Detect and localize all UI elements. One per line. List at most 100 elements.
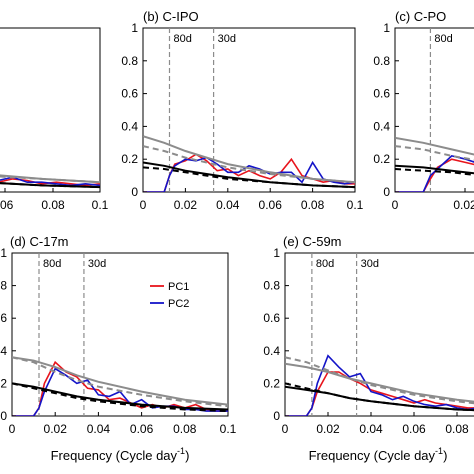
y-tick-label: 0.4: [121, 119, 138, 133]
panel-4: 80d 30d 0 0.2 0.4 0.6 0.8 1 0 0.02 0.04 0.06 0.08 0.1…: [0, 234, 237, 463]
y-tick-label: 0.8: [121, 54, 138, 68]
y-tick-label: 1: [0, 246, 7, 260]
series-red_noise_conf-solid: [12, 356, 228, 406]
x-axis-label-superscript: -1: [435, 446, 443, 456]
x-axis-label: Frequency (Cycle day-1): [51, 446, 190, 463]
y-tick-label: 0: [131, 185, 138, 199]
plot-area: [143, 28, 355, 192]
series-red_noise_conf-solid: [285, 362, 474, 403]
y-tick-label: 0: [0, 409, 7, 423]
reference-label: 30d: [88, 258, 106, 270]
x-tick-label: 0.06: [402, 422, 426, 436]
axes-frame: [11, 252, 229, 417]
x-axis-label: Frequency (Cycle day-1): [309, 446, 448, 463]
y-tick-label: 0.6: [121, 87, 138, 101]
y-tick-label: 0.8: [373, 54, 390, 68]
series-red_noise_mean-solid: [395, 164, 474, 175]
x-tick-label: 0.1: [92, 198, 109, 212]
y-tick-label: 0.4: [373, 119, 390, 133]
x-tick-label: 0.08: [301, 198, 325, 212]
y-tick-label: 1: [131, 21, 138, 35]
series-pc2: [0, 176, 100, 187]
series-red_noise_conf-dashed: [285, 356, 474, 405]
series-red_noise_mean-dashed: [285, 382, 474, 412]
axes-frame: [394, 27, 474, 193]
x-tick-label: 0.1: [347, 198, 364, 212]
axes-frame: [142, 27, 356, 193]
plot-area: [395, 28, 474, 192]
panel-2: 80d 30d 0 0.2 0.4 0.6 0.8 1 0 0.02 0.04 0.06 0.08 0.1…: [121, 9, 363, 212]
series-pc2: [395, 155, 474, 192]
legend-label-pc2: PC2: [168, 298, 189, 310]
panel-3: 80d 0 0.2 0.4 0.6 0.8 1 0 0.02 (c) C-PO: [373, 9, 474, 212]
x-tick-label: 0: [9, 422, 16, 436]
axes-frame: [0, 27, 101, 193]
series-red_noise_conf-dashed: [143, 145, 355, 184]
x-axis-label-main: Frequency (Cycle day: [51, 448, 178, 463]
reference-label: 30d: [361, 258, 379, 270]
series-red_noise_conf-solid: [143, 135, 355, 184]
y-tick-label: 0.4: [263, 344, 280, 358]
x-tick-label: 0.06: [130, 422, 154, 436]
y-tick-label: 0.8: [0, 279, 7, 293]
series-red_noise_conf-dashed: [0, 175, 100, 184]
x-axis-label-end: ): [443, 448, 447, 463]
x-tick-label: 0.04: [216, 198, 240, 212]
series-red_noise_conf-dashed: [395, 145, 474, 161]
series-pc1: [12, 360, 228, 416]
x-axis-label-superscript: -1: [177, 446, 185, 456]
x-tick-label: .06: [0, 198, 14, 212]
y-tick-label: 0.6: [373, 87, 390, 101]
reference-label: 80d: [434, 33, 452, 45]
y-tick-label: 1: [383, 21, 390, 35]
y-tick-label: 0.8: [263, 279, 280, 293]
x-tick-label: 0.02: [316, 422, 340, 436]
series-red_noise_conf-dashed: [12, 356, 228, 408]
x-tick-label: 0.04: [87, 422, 111, 436]
series-red_noise_mean-dashed: [143, 166, 355, 189]
x-tick-label: 0: [392, 198, 399, 212]
reference-label: 30d: [218, 33, 236, 45]
series-red_noise_mean-dashed: [12, 382, 228, 413]
legend-label-pc1: PC1: [168, 281, 189, 293]
y-tick-label: 0.2: [263, 376, 280, 390]
x-tick-label: 0: [282, 422, 289, 436]
plot-area: [12, 253, 228, 416]
y-tick-label: 1: [273, 246, 280, 260]
x-tick-label: 0.04: [359, 422, 383, 436]
x-tick-label: 0.1: [220, 422, 237, 436]
x-tick-label: 0.08: [173, 422, 197, 436]
plot-area: [0, 174, 100, 189]
reference-label: 80d: [316, 258, 334, 270]
panel-title: (c) C-PO: [395, 9, 446, 24]
reference-label: 80d: [174, 33, 192, 45]
reference-label: 80d: [43, 258, 61, 270]
panel-5: 80d 30d 0 0.2 0.4 0.6 0.8 1 0 0.02 0.04 0.06 0.08 (e)…: [263, 234, 474, 463]
plot-area: [285, 253, 474, 416]
y-tick-label: 0.6: [263, 311, 280, 325]
panel-title: (e) C-59m: [283, 234, 342, 249]
x-axis-label-end: ): [185, 448, 189, 463]
y-tick-label: 0: [383, 185, 390, 199]
series-pc1: [285, 371, 474, 416]
panel-title: (d) C-17m: [10, 234, 69, 249]
x-axis-label-main: Frequency (Cycle day: [309, 448, 436, 463]
series-pc1: [395, 158, 474, 192]
y-tick-label: 0.2: [0, 376, 7, 390]
x-tick-label: 0.08: [445, 422, 469, 436]
y-tick-label: 0.2: [121, 152, 138, 166]
y-tick-label: 0.2: [373, 152, 390, 166]
series-red_noise_mean-dashed: [0, 182, 100, 189]
series-red_noise_mean-dashed: [395, 168, 474, 176]
x-tick-label: 0.02: [174, 198, 198, 212]
y-tick-label: 0.4: [0, 344, 7, 358]
x-tick-label: 0.08: [41, 198, 65, 212]
series-red_noise_mean-solid: [285, 385, 474, 412]
series-pc2: [285, 354, 474, 416]
x-tick-label: 0.02: [453, 198, 474, 212]
series-pc2: [143, 156, 355, 192]
y-tick-label: 0: [273, 409, 280, 423]
panel-title: (b) C-IPO: [143, 9, 199, 24]
